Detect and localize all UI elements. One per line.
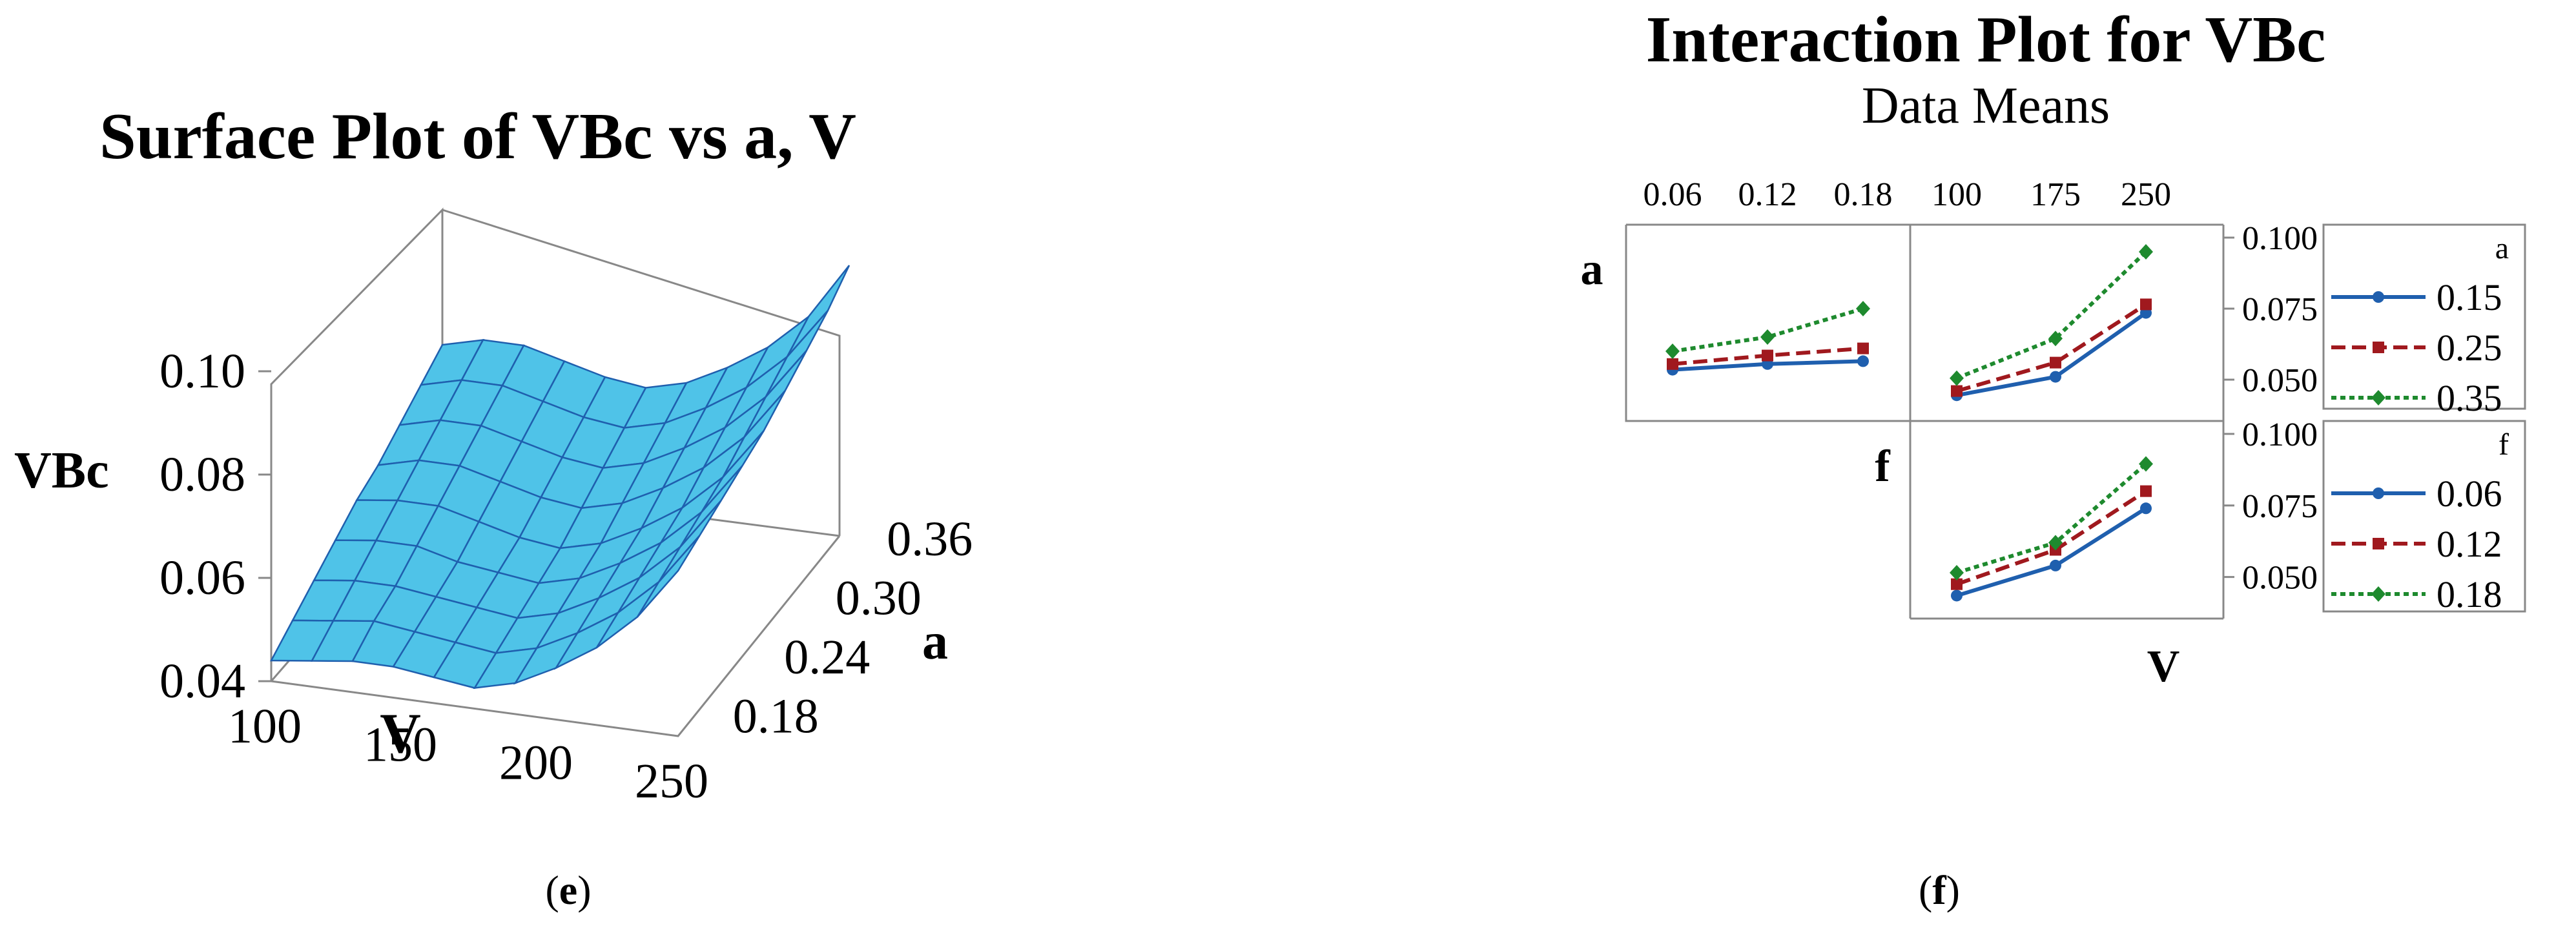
surface-plot: Surface Plot of VBc vs a, V 0.04 0.06 0.08… [14, 100, 973, 808]
interaction-subtitle: Data Means [1862, 77, 2110, 134]
y-tick-label: 0.36 [887, 512, 973, 566]
interaction-panel-f-v [1950, 456, 2153, 602]
factor-label-a: a [1581, 245, 1603, 294]
z-tick-label: 0.08 [160, 447, 245, 502]
interaction-title: Interaction Plot for VBc [1646, 3, 2326, 76]
y-tick-label: 0.24 [784, 630, 870, 684]
legend-title: a [2495, 231, 2509, 265]
point-marker [2050, 356, 2061, 369]
series-line [1956, 462, 2147, 575]
legend-entry-label: 0.15 [2437, 276, 2502, 318]
right-tick-label: 0.100 [2242, 220, 2318, 257]
legend-title: f [2499, 427, 2509, 462]
interaction-plot: Interaction Plot for VBc Data Means 0.06… [1581, 3, 2526, 692]
point-marker [2048, 535, 2063, 551]
y-axis-label: a [922, 613, 948, 670]
surface-title: Surface Plot of VBc vs a, V [99, 100, 856, 173]
surface-mesh [269, 265, 850, 690]
point-marker [2373, 291, 2384, 303]
interaction-panels [1665, 244, 2153, 602]
legend-entry-label: 0.25 [2437, 327, 2502, 369]
legend-box [2322, 223, 2526, 410]
top-tick-v-1: 100 [1932, 176, 1982, 213]
top-tick-f-1: 0.06 [1643, 176, 1702, 213]
point-marker [2048, 331, 2063, 347]
right-tick-label: 0.050 [2242, 362, 2318, 399]
series-line [1956, 489, 2147, 586]
legend-a: a 0.15 0.25 0.35 [2322, 223, 2526, 419]
z-tick-label: 0.06 [160, 551, 245, 605]
interaction-panel-a-v [1950, 244, 2153, 402]
interaction-panel-a-f [1665, 301, 1870, 376]
point-marker [1951, 385, 1963, 397]
x-tick-label: 200 [499, 736, 573, 790]
legend-entry-label: 0.06 [2437, 473, 2502, 515]
point-marker [2139, 244, 2153, 260]
point-marker [1950, 370, 1964, 386]
series-line [1955, 250, 2148, 380]
y-tick-label: 0.18 [733, 689, 819, 743]
legend-entry-label: 0.18 [2437, 573, 2502, 615]
legend-entry-label: 0.35 [2437, 377, 2502, 419]
caption-e-letter: e [559, 867, 577, 913]
x-axis-label: V [380, 702, 421, 765]
point-marker [1667, 358, 1678, 370]
legends: a 0.15 0.25 0.35 f 0.06 0.12 0.18 [2322, 223, 2526, 615]
point-marker [1950, 565, 1964, 581]
point-marker [1951, 590, 1963, 602]
x-axis-ticks: 100 150 200 250 [228, 699, 708, 808]
point-marker [2371, 586, 2385, 602]
right-tick-label: 0.050 [2242, 560, 2318, 597]
point-marker [2139, 456, 2153, 472]
surface-floor-edges [271, 535, 841, 737]
series-line [1956, 302, 2147, 393]
legend-entry-label: 0.12 [2437, 523, 2502, 565]
right-tick-label: 0.075 [2242, 488, 2318, 525]
point-marker [1762, 349, 1773, 362]
legend-f: f 0.06 0.12 0.18 [2322, 420, 2526, 615]
point-marker [2140, 485, 2152, 497]
point-marker [1951, 578, 1963, 590]
caption-f: (f) [1919, 867, 1960, 913]
point-marker [2140, 502, 2152, 515]
z-tick-label: 0.04 [160, 654, 245, 708]
caption-f-letter: f [1932, 867, 1946, 913]
point-marker [2050, 559, 2061, 571]
caption-e: (e) [545, 867, 591, 913]
z-tick-label: 0.10 [160, 344, 245, 398]
y-axis-ticks: 0.180.240.300.36 [733, 512, 973, 744]
surface-cell [636, 535, 701, 618]
right-y-axis: 0.050 0.075 0.100 0.050 0.075 0.100 [2223, 220, 2318, 597]
point-marker [2373, 538, 2384, 549]
legend-box [2322, 420, 2526, 613]
series-line [1672, 307, 1864, 353]
point-marker [1856, 301, 1870, 316]
top-tick-f-2: 0.12 [1738, 176, 1797, 213]
point-marker [1760, 329, 1775, 345]
right-tick-label: 0.100 [2242, 416, 2318, 453]
point-marker [2050, 371, 2061, 383]
x-tick-label: 100 [228, 699, 302, 754]
point-marker [2371, 390, 2385, 405]
factor-label-f: f [1875, 442, 1890, 491]
right-tick-label: 0.075 [2242, 291, 2318, 328]
top-tick-f-3: 0.18 [1834, 176, 1893, 213]
factor-label-v: V [2147, 642, 2180, 692]
top-tick-v-2: 175 [2030, 176, 2081, 213]
point-marker [2373, 342, 2384, 353]
x-tick-label: 250 [635, 754, 708, 808]
point-marker [1857, 342, 1869, 354]
matrix-frame [1625, 223, 2225, 620]
point-marker [2373, 487, 2384, 499]
z-axis-ticks: 0.04 0.06 0.08 0.10 [160, 344, 271, 708]
x-tick-label: 150 [364, 717, 437, 772]
top-tick-v-3: 250 [2121, 176, 2171, 213]
point-marker [2140, 298, 2152, 311]
y-tick-label: 0.30 [836, 571, 922, 625]
point-marker [1857, 355, 1869, 367]
z-axis-label: VBc [14, 442, 109, 499]
point-marker [1665, 343, 1680, 359]
